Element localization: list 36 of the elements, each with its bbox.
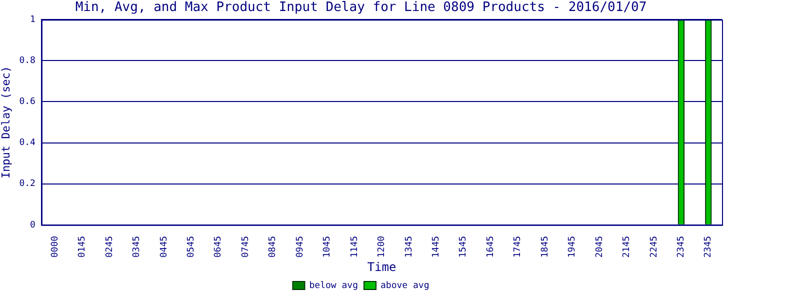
x-tick-label: 1200 <box>377 236 388 258</box>
x-tick-label: 0000 <box>50 236 60 258</box>
chart-title: Min, Avg, and Max Product Input Delay for Line 0809 Products - 2016/01/07 <box>75 0 647 16</box>
x-tick-label: 0345 <box>132 236 142 258</box>
y-tick-label: 0.4 <box>19 138 36 148</box>
x-tick-label: 1345 <box>404 236 414 258</box>
x-tick-label: 0445 <box>159 236 170 258</box>
x-tick-label: 1145 <box>350 236 360 258</box>
x-tick-label: 2345 <box>676 236 687 258</box>
x-tick-label: 0545 <box>186 236 197 258</box>
x-tick-label: 1645 <box>486 236 496 258</box>
y-axis-title: Input Delay (sec) <box>0 66 12 179</box>
x-tick-label: 1945 <box>568 236 578 258</box>
x-tick-label: 1445 <box>432 236 442 258</box>
y-tick-label: 1 <box>30 14 36 25</box>
x-tick-label: 0245 <box>104 236 115 258</box>
x-axis-title: Time <box>367 260 396 274</box>
x-tick-label: 2045 <box>594 236 605 258</box>
x-tick-label: 1745 <box>513 236 524 258</box>
x-tick-label: 0845 <box>268 236 278 258</box>
x-tick-label: 0745 <box>240 236 251 258</box>
y-tick-label: 0.6 <box>19 97 36 108</box>
x-tick-label: 1845 <box>540 236 550 258</box>
x-tick-label: 1045 <box>322 236 333 258</box>
y-tick-label: 0 <box>30 220 36 230</box>
x-tick-label: 2145 <box>622 236 632 258</box>
x-tick-label: 2245 <box>649 236 660 258</box>
y-tick-label: 0.2 <box>19 179 36 190</box>
y-tick-label: 0.8 <box>19 56 36 66</box>
x-tick-label: 0145 <box>78 236 88 258</box>
legend-label: above avg <box>380 280 430 291</box>
x-tick-label: 0645 <box>214 236 224 258</box>
legend-label: below avg <box>309 280 358 291</box>
x-tick-label: 1545 <box>458 236 469 258</box>
x-tick-label: 2345 <box>704 236 714 258</box>
x-tick-label: 0945 <box>295 236 306 258</box>
